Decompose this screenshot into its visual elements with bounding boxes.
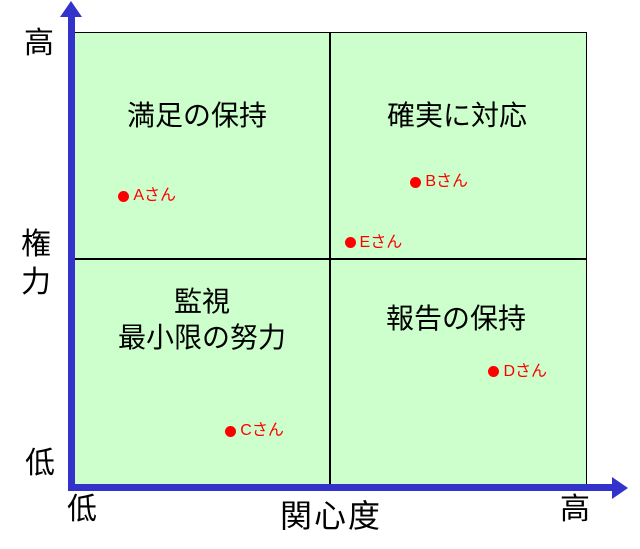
data-point-E: Eさん bbox=[344, 233, 403, 251]
quadrant-label-line1: 監視 bbox=[173, 286, 231, 317]
x-axis-low-label: 低 bbox=[67, 493, 97, 526]
point-dot-icon bbox=[488, 366, 500, 378]
x-axis-title: 関心度 bbox=[279, 498, 383, 534]
quadrant-label-keep-satisfied: 満足の保持 bbox=[126, 100, 268, 131]
quadrant-label-line2: 最小限の努力 bbox=[117, 322, 287, 353]
point-label: Aさん bbox=[133, 187, 177, 205]
y-axis-low-label: 低 bbox=[25, 447, 55, 480]
point-dot-icon bbox=[225, 425, 237, 437]
point-label: Dさん bbox=[503, 362, 548, 380]
point-label: Bさん bbox=[425, 173, 469, 191]
quadrant-label-monitor-minimum-effort: 監視 最小限の努力 bbox=[118, 284, 286, 356]
data-point-A: Aさん bbox=[118, 187, 177, 205]
point-label: Cさん bbox=[240, 422, 284, 440]
point-dot-icon bbox=[410, 176, 422, 188]
quadrant-label-keep-informed: 報告の保持 bbox=[385, 303, 527, 334]
y-axis-high-label: 高 bbox=[24, 27, 54, 60]
point-dot-icon bbox=[344, 237, 356, 249]
y-axis-title: 権力 bbox=[21, 228, 51, 299]
data-point-D: Dさん bbox=[488, 362, 548, 380]
y-axis-arrow-up-icon bbox=[60, 1, 82, 17]
data-point-B: Bさん bbox=[410, 173, 469, 191]
x-axis-high-label: 高 bbox=[560, 493, 590, 526]
quadrant-horizontal-divider bbox=[73, 258, 587, 260]
quadrant-label-manage-closely: 確実に対応 bbox=[386, 100, 528, 131]
points-layer: Aさん Bさん Eさん Cさん Dさん bbox=[73, 32, 587, 485]
x-axis-arrow-right-icon bbox=[612, 477, 628, 499]
point-label: Eさん bbox=[359, 233, 403, 251]
data-point-C: Cさん bbox=[225, 422, 284, 440]
y-axis-line bbox=[68, 13, 75, 491]
point-dot-icon bbox=[118, 190, 130, 202]
x-axis-line bbox=[68, 484, 614, 491]
